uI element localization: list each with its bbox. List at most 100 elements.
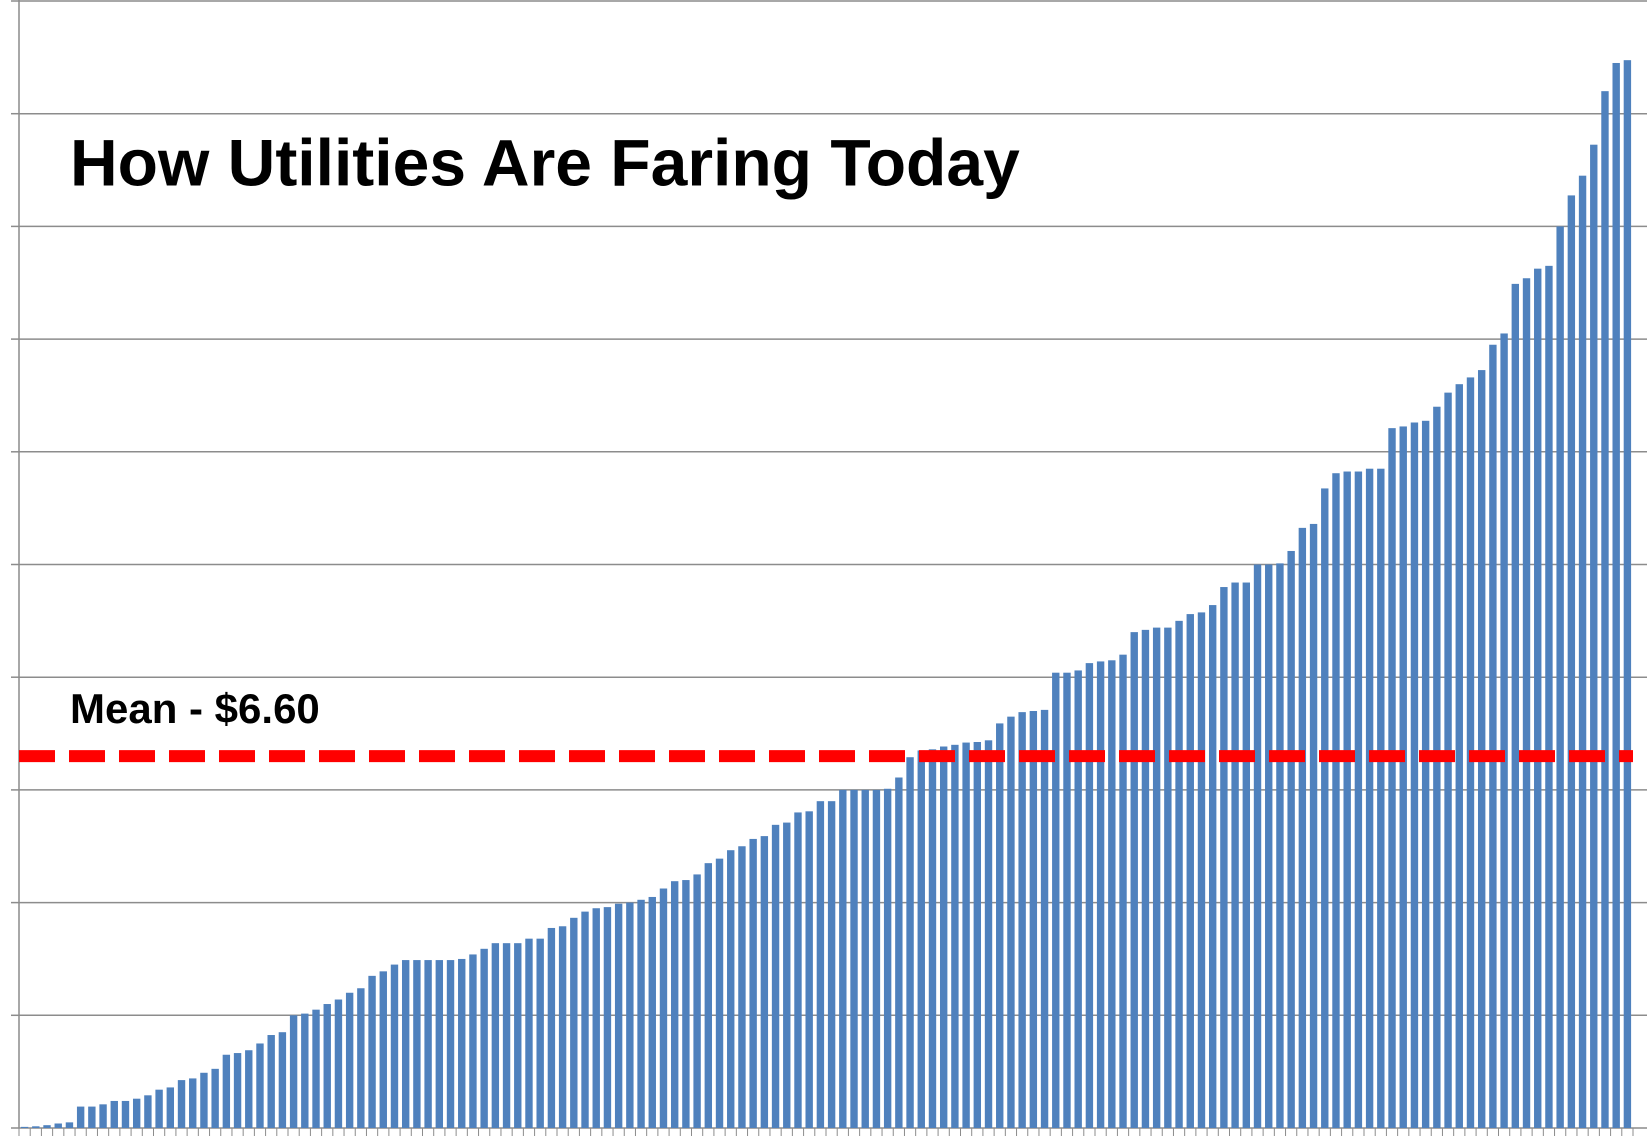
bar xyxy=(805,811,813,1128)
bar xyxy=(177,1080,186,1128)
bar xyxy=(1074,670,1082,1128)
bar xyxy=(715,858,724,1128)
bar xyxy=(480,948,488,1128)
bar xyxy=(1253,564,1262,1128)
bar xyxy=(1007,716,1015,1128)
bar xyxy=(1455,384,1463,1128)
bar xyxy=(289,1015,298,1128)
bar xyxy=(1029,711,1038,1128)
bar xyxy=(390,964,399,1128)
bar xyxy=(1197,612,1206,1128)
bar xyxy=(996,723,1004,1128)
bar xyxy=(110,1100,118,1128)
bar xyxy=(1578,175,1587,1128)
bar xyxy=(245,1050,253,1128)
bar xyxy=(88,1106,96,1128)
bar xyxy=(1601,91,1609,1128)
bar xyxy=(1433,406,1441,1129)
bar xyxy=(1063,672,1071,1128)
bar xyxy=(1522,278,1531,1128)
bar xyxy=(166,1087,175,1128)
bar xyxy=(1545,265,1553,1129)
bar xyxy=(32,1126,40,1128)
bar xyxy=(951,744,959,1128)
bar xyxy=(895,777,903,1128)
bar xyxy=(794,812,802,1128)
bar xyxy=(189,1078,197,1128)
bar xyxy=(581,911,589,1128)
bar xyxy=(278,1032,287,1128)
bar xyxy=(1567,195,1576,1129)
bars xyxy=(20,60,1632,1129)
bar xyxy=(839,789,847,1128)
bar xyxy=(760,836,769,1128)
bar xyxy=(1186,614,1194,1128)
chart-title: How Utilities Are Faring Today xyxy=(70,125,1020,199)
bar xyxy=(1141,629,1150,1128)
bar xyxy=(984,740,993,1128)
bar xyxy=(1052,672,1060,1128)
bar xyxy=(928,749,937,1128)
bar xyxy=(771,824,780,1128)
bar xyxy=(1321,488,1329,1128)
bar xyxy=(54,1123,62,1128)
bar xyxy=(693,874,701,1128)
bar xyxy=(345,992,354,1128)
bar xyxy=(401,960,410,1128)
bar xyxy=(1298,527,1307,1128)
bar xyxy=(592,908,600,1128)
bar xyxy=(233,1053,242,1128)
bar xyxy=(379,971,387,1128)
bar xyxy=(301,1013,309,1128)
bar xyxy=(637,899,645,1128)
bar xyxy=(1421,420,1430,1128)
bar xyxy=(267,1035,275,1128)
bar xyxy=(727,850,735,1128)
bar xyxy=(1287,550,1295,1128)
bar xyxy=(1590,144,1598,1128)
bar xyxy=(144,1095,152,1128)
bar xyxy=(121,1100,130,1128)
bar xyxy=(200,1072,208,1128)
bar xyxy=(1377,468,1385,1129)
bar xyxy=(1040,709,1049,1128)
bar xyxy=(1612,62,1620,1129)
bar xyxy=(1276,563,1284,1128)
bar xyxy=(1354,471,1363,1129)
bar xyxy=(626,902,634,1128)
bar xyxy=(1208,605,1217,1128)
bar xyxy=(1500,333,1508,1129)
bar xyxy=(413,960,421,1128)
bar xyxy=(738,846,746,1128)
bar xyxy=(1130,632,1138,1128)
bar xyxy=(20,1126,29,1128)
bar xyxy=(155,1089,163,1128)
bar xyxy=(558,926,567,1128)
bar xyxy=(883,788,892,1128)
bar xyxy=(872,789,881,1128)
bar xyxy=(704,863,713,1128)
bar xyxy=(1152,627,1161,1128)
bar xyxy=(816,801,825,1128)
bar xyxy=(211,1068,219,1128)
bar xyxy=(1477,370,1486,1128)
bar xyxy=(491,943,500,1128)
bar xyxy=(256,1043,264,1128)
bar xyxy=(648,896,656,1128)
bar xyxy=(570,917,578,1128)
bar xyxy=(1489,344,1497,1128)
bar xyxy=(1265,564,1273,1128)
bar xyxy=(334,999,343,1128)
bar xyxy=(1108,660,1116,1128)
bar xyxy=(132,1098,141,1128)
bar xyxy=(1365,468,1374,1129)
bar xyxy=(1085,663,1094,1128)
bar xyxy=(1399,426,1407,1128)
bar xyxy=(1343,471,1351,1129)
bar xyxy=(435,960,444,1128)
bar xyxy=(614,903,623,1128)
bar xyxy=(1556,226,1564,1128)
mean-label: Mean - $6.60 xyxy=(70,685,320,732)
bar xyxy=(1018,712,1026,1128)
